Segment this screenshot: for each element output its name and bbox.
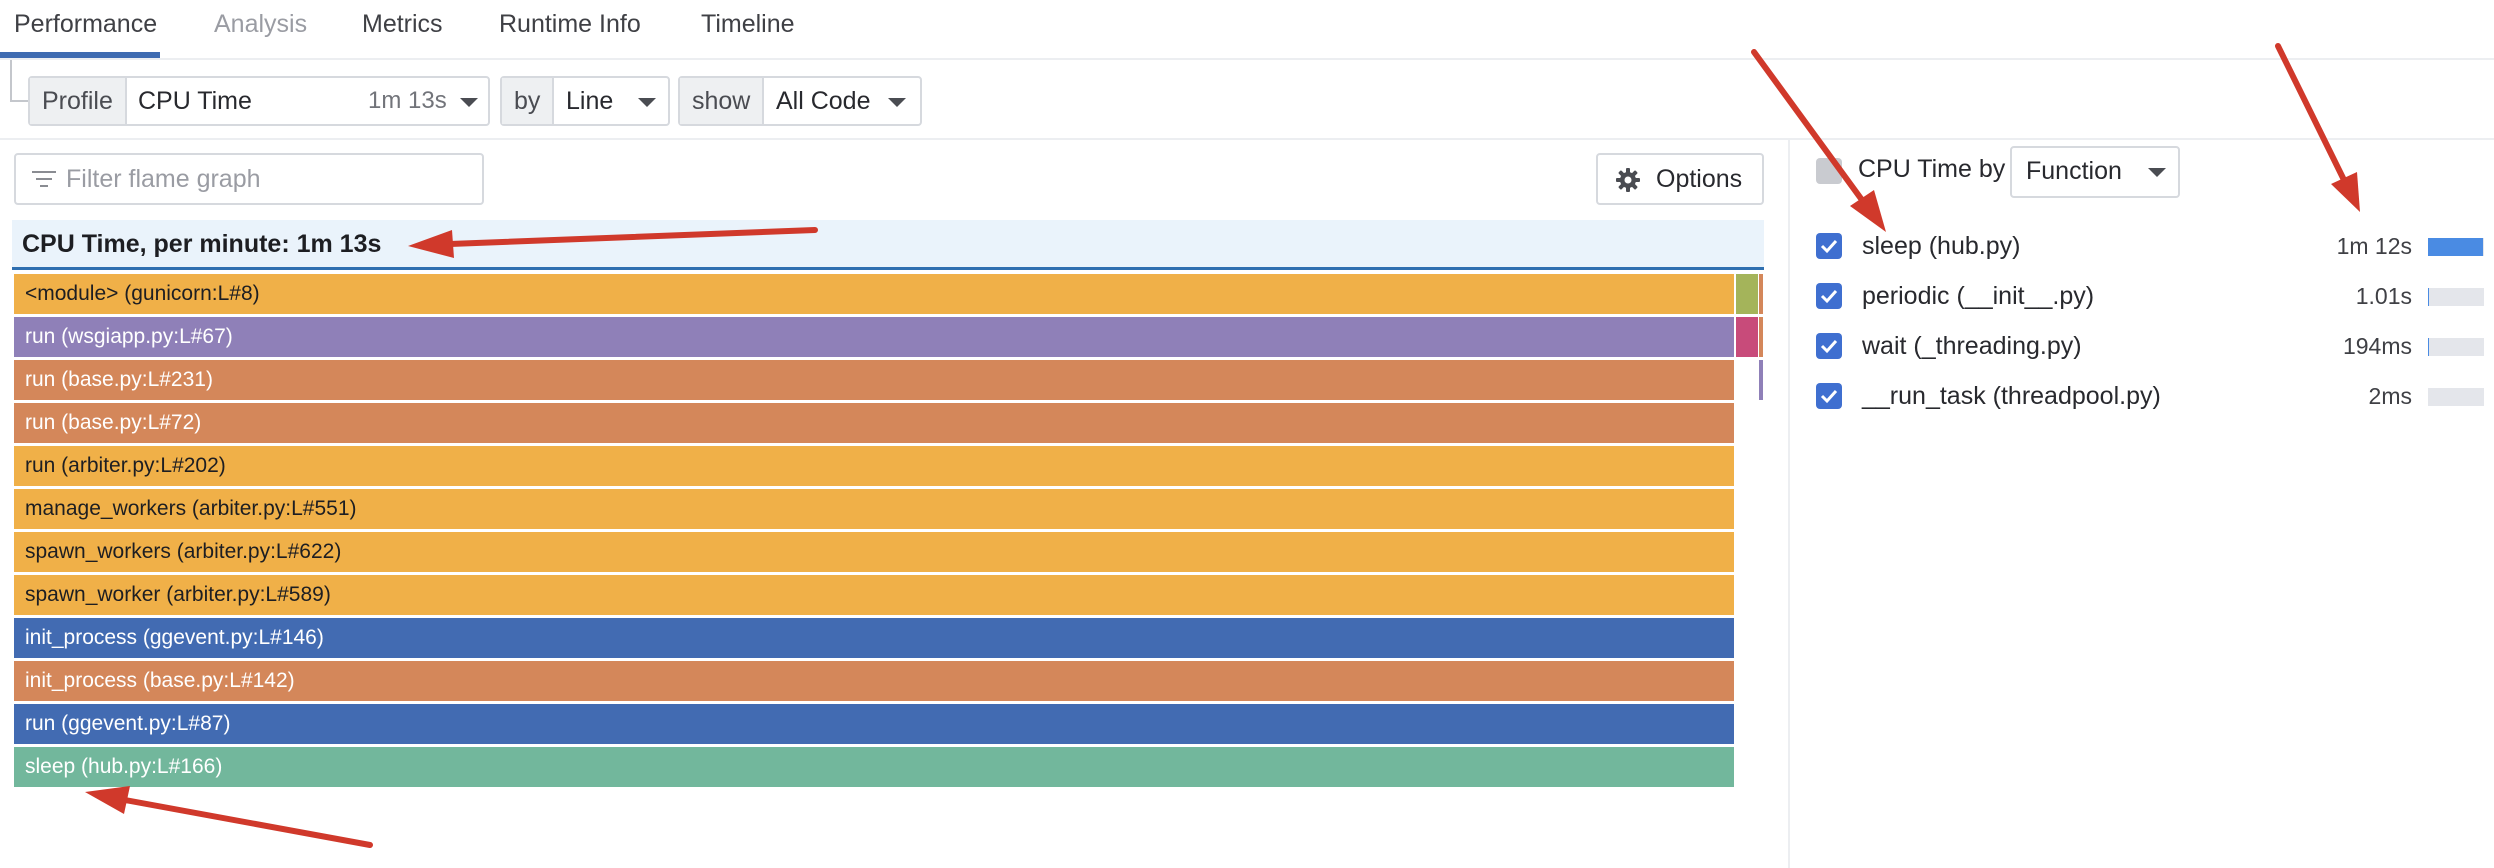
legend-item[interactable]: wait (_threading.py) 194ms [1814,326,2484,366]
tab-bar: Performance Analysis Metrics Runtime Inf… [0,0,2494,60]
legend-item-label: __run_task (threadpool.py) [1862,382,2161,410]
flame-frame[interactable]: init_process (ggevent.py:L#146) [14,618,1734,658]
filter-input[interactable] [66,155,476,203]
chevron-down-icon [888,98,906,107]
show-select[interactable]: show All Code [678,76,922,126]
profile-toolbar: Profile CPU Time 1m 13s by Line show All… [0,60,2494,140]
toolbar-connector [10,60,28,102]
legend-item-share-bar [2428,338,2484,356]
checkbox-checked-icon[interactable] [1816,383,1842,409]
panel-divider [1788,140,1790,868]
profile-total-time: 1m 13s [368,87,447,114]
flame-frame-small[interactable] [1736,274,1758,314]
flame-frame[interactable]: run (ggevent.py:L#87) [14,704,1734,744]
group-by-function-select[interactable]: Function [2010,146,2180,198]
checkbox-checked-icon[interactable] [1816,233,1842,259]
flame-frame[interactable]: run (arbiter.py:L#202) [14,446,1734,486]
legend-item[interactable]: periodic (__init__.py) 1.01s [1814,276,2484,316]
flame-frame[interactable]: init_process (base.py:L#142) [14,661,1734,701]
legend-item-share-bar [2428,238,2484,256]
legend-item[interactable]: sleep (hub.py) 1m 12s [1814,226,2484,266]
legend-item-share-bar [2428,388,2484,406]
options-label: Options [1656,165,1743,193]
flame-frame[interactable]: spawn_workers (arbiter.py:L#622) [14,532,1734,572]
tab-performance[interactable]: Performance [14,10,158,38]
flame-frame-small[interactable] [1759,360,1763,400]
filter-flame-graph [14,153,484,205]
profile-select-value: CPU Time [138,87,252,115]
flame-frame-small[interactable] [1759,317,1763,357]
legend-item-value: 1m 12s [2336,233,2412,259]
tab-runtime-info[interactable]: Runtime Info [499,10,641,38]
annotation-arrow [122,797,373,848]
active-tab-indicator [0,52,160,58]
by-prefix-label: by [502,78,555,124]
flame-frame[interactable]: run (wsgiapp.py:L#67) [14,317,1734,357]
tab-analysis[interactable]: Analysis [214,10,308,38]
flame-frame[interactable]: manage_workers (arbiter.py:L#551) [14,489,1734,529]
show-prefix-label: show [680,78,765,124]
chevron-down-icon [460,98,478,107]
select-all-checkbox[interactable] [1816,158,1842,184]
legend-item-share-fill [2428,238,2484,256]
chevron-down-icon [638,98,656,107]
filter-icon [32,171,56,189]
group-by-select[interactable]: by Line [500,76,670,126]
group-by-value: Line [566,87,614,115]
annotation-arrow-head [85,786,130,814]
legend-item-label: wait (_threading.py) [1862,332,2082,360]
flame-frame[interactable]: run (base.py:L#72) [14,403,1734,443]
checkbox-checked-icon[interactable] [1816,283,1842,309]
chevron-down-icon [2148,168,2166,177]
flame-frame-small[interactable] [1759,274,1763,314]
legend-item-value: 1.01s [2355,283,2412,309]
profile-prefix-label: Profile [30,78,127,124]
flame-frame[interactable]: sleep (hub.py:L#166) [14,747,1734,787]
legend-item-share-fill [2428,288,2429,306]
group-by-function-value: Function [2026,157,2122,185]
flame-frame-small[interactable] [1736,317,1758,357]
options-button[interactable]: Options [1596,153,1764,205]
legend-title: CPU Time by [1858,155,2006,183]
legend-item-share-bar [2428,288,2484,306]
legend-item-value: 194ms [2342,333,2412,359]
flame-frame[interactable]: <module> (gunicorn:L#8) [14,274,1734,314]
flame-frame[interactable]: run (base.py:L#231) [14,360,1734,400]
flame-graph-header: CPU Time, per minute: 1m 13s [12,220,1764,270]
tab-metrics[interactable]: Metrics [362,10,443,38]
annotation-arrow-head [2331,172,2360,212]
flame-frame[interactable]: spawn_worker (arbiter.py:L#589) [14,575,1734,615]
legend-item-label: sleep (hub.py) [1862,232,2021,260]
gear-icon [1616,168,1640,192]
legend-item[interactable]: __run_task (threadpool.py) 2ms [1814,376,2484,416]
checkbox-checked-icon[interactable] [1816,333,1842,359]
legend-item-value: 2ms [2368,383,2412,409]
show-value: All Code [776,87,871,115]
profile-select[interactable]: Profile CPU Time 1m 13s [28,76,490,126]
legend-item-label: periodic (__init__.py) [1862,282,2095,310]
tab-timeline[interactable]: Timeline [701,10,795,38]
flame-graph-title: CPU Time, per minute: 1m 13s [22,230,382,258]
